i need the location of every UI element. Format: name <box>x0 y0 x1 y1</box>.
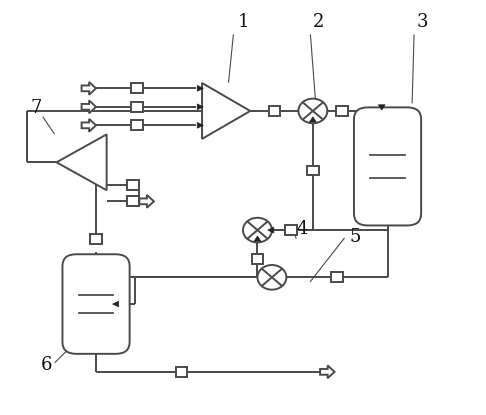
Text: 6: 6 <box>41 356 52 374</box>
Text: 3: 3 <box>417 13 428 31</box>
Circle shape <box>243 218 272 242</box>
Polygon shape <box>127 196 139 206</box>
Polygon shape <box>56 134 106 190</box>
Polygon shape <box>336 106 347 116</box>
Polygon shape <box>90 234 102 244</box>
Polygon shape <box>197 85 203 91</box>
Text: 5: 5 <box>349 228 361 247</box>
Polygon shape <box>310 117 316 122</box>
Circle shape <box>258 265 286 290</box>
Polygon shape <box>176 367 187 377</box>
Polygon shape <box>320 366 334 378</box>
Polygon shape <box>254 236 261 241</box>
Circle shape <box>298 99 327 123</box>
Text: 2: 2 <box>313 13 324 31</box>
Polygon shape <box>379 105 385 110</box>
Polygon shape <box>127 180 139 190</box>
Polygon shape <box>202 83 250 139</box>
Polygon shape <box>285 225 297 235</box>
Polygon shape <box>307 166 319 176</box>
Polygon shape <box>131 102 143 112</box>
Polygon shape <box>197 104 203 110</box>
Polygon shape <box>82 82 96 95</box>
Polygon shape <box>113 301 119 307</box>
FancyBboxPatch shape <box>63 254 130 354</box>
Text: 7: 7 <box>31 99 42 117</box>
Polygon shape <box>131 120 143 130</box>
Polygon shape <box>139 195 154 208</box>
Polygon shape <box>131 83 143 93</box>
Polygon shape <box>269 106 280 116</box>
Polygon shape <box>252 254 263 264</box>
Text: 1: 1 <box>238 13 250 31</box>
FancyBboxPatch shape <box>354 107 421 225</box>
Text: 4: 4 <box>296 220 307 238</box>
Polygon shape <box>82 119 96 132</box>
Polygon shape <box>268 227 274 233</box>
Polygon shape <box>197 122 203 128</box>
Polygon shape <box>82 100 96 113</box>
Polygon shape <box>331 272 343 282</box>
